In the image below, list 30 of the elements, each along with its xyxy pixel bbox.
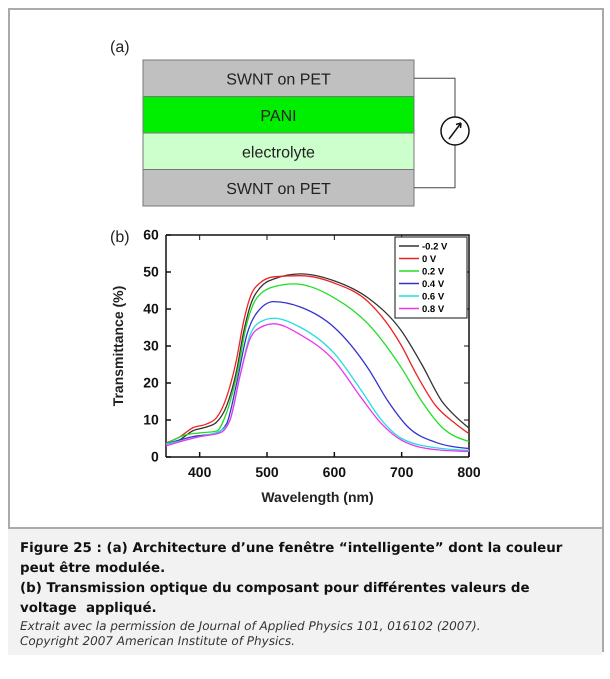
y-tick-label: 20 [143,374,160,390]
y-tick-label: 40 [143,300,160,316]
caption: Figure 25 : (a) Architecture d’une fenêtre “intelligente” dont la couleur peut être modulée. [20,540,564,578]
text: Copyright 2007 American Institute of Physics. [20,634,296,649]
legend-label: 0.2 V [422,266,445,278]
text: SWNT on PET [226,71,332,88]
legend-label: 0.8 V [422,304,445,315]
y-tick-label: 50 [143,263,160,280]
y-tick-label: 60 [143,226,160,242]
y-axis-title: Transmittance (%) [110,286,126,406]
legend-label: 0.6 V [422,292,445,302]
x-tick-label: 600 [322,464,346,480]
legend-label: 0.4 V [422,279,445,290]
x-tick-label: 400 [188,464,212,480]
x-tick-label: 500 [255,464,279,480]
y-tick-label: 0 [151,448,160,464]
text: SWNT on PET [226,180,332,198]
x-tick-label: 700 [390,464,414,480]
text: electrolyte [242,144,316,162]
legend-label: 0 V [422,254,437,265]
text: (b) Transmission optique du composant pour différentes valeurs de voltage appliqué. [20,580,531,618]
text: PANI [260,108,297,125]
text: Extrait avec la permission de Journal of Applied Physics 101, 016102 (2007). [20,619,482,634]
legend-label: -0.2 V [422,242,448,252]
x-axis-title: Wavelength (nm) [261,489,374,505]
text: (b) [110,229,130,246]
y-tick-label: 30 [143,337,160,354]
y-tick-label: 10 [143,411,160,428]
text: (a) [110,39,130,56]
x-tick-label: 800 [457,464,481,480]
